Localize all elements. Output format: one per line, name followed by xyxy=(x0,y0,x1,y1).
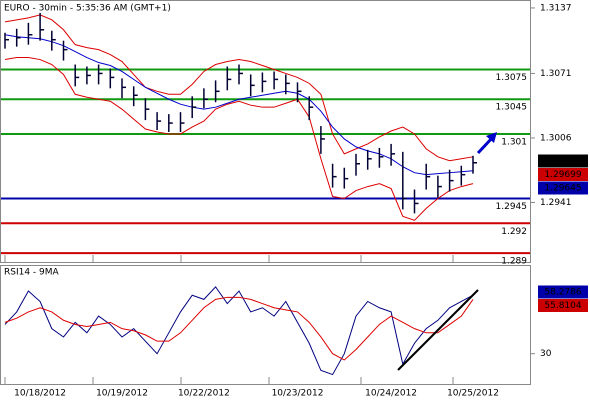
x-tick-label: 10/23/2012 xyxy=(272,389,324,399)
y-tick-label: 30 xyxy=(540,349,552,359)
level-label: 1.3045 xyxy=(496,103,528,113)
rsi-line xyxy=(4,286,474,376)
chart-title: EURO - 30min - 5:35:36 AM (GMT+1) xyxy=(4,4,171,14)
level-label: 1.301 xyxy=(501,137,527,147)
price-tag-label: 1.29645 xyxy=(544,184,581,194)
price-tag xyxy=(538,181,588,195)
level-label: 1.289 xyxy=(501,257,527,267)
rsi-tag xyxy=(538,285,588,299)
overlay-line xyxy=(4,34,474,176)
overlay-line xyxy=(4,57,474,221)
rsi-line xyxy=(4,296,474,361)
level-label: 1.2945 xyxy=(496,202,528,212)
arrow-head xyxy=(486,132,497,143)
rsi-tag-label: 55.8104 xyxy=(544,301,581,311)
x-tick-label: 10/25/2012 xyxy=(447,389,499,399)
y-tick-label: 1.3071 xyxy=(540,69,572,79)
price-tag-label: 1.29808 xyxy=(544,157,581,167)
x-tick-label: 10/19/2012 xyxy=(96,389,148,399)
price-tag xyxy=(538,154,588,168)
price-tag-label: 1.29699 xyxy=(544,170,581,180)
level-label: 1.3075 xyxy=(496,73,528,83)
rsi-tag xyxy=(538,299,588,312)
x-tick-label: 10/18/2012 xyxy=(14,389,66,399)
overlay-line xyxy=(4,14,474,162)
x-tick-label: 10/22/2012 xyxy=(178,389,230,399)
y-tick-label: 1.3137 xyxy=(540,3,572,13)
y-tick-label: 1.3006 xyxy=(540,133,572,143)
price-tag xyxy=(538,168,588,181)
y-tick-label: 1.2941 xyxy=(540,198,572,208)
rsi-title: RSI14 - 9MA xyxy=(4,268,60,278)
rsi-trendline xyxy=(397,289,479,371)
price-panel xyxy=(0,0,531,263)
plot-layer: 1.3075 1.3045 1.301 1.2945 1.292 1.289 1.3137 1… xyxy=(1,3,588,399)
level-label: 1.292 xyxy=(501,227,527,237)
rsi-tag-label: 58.2786 xyxy=(544,288,581,298)
x-tick-label: 10/24/2012 xyxy=(365,389,417,399)
